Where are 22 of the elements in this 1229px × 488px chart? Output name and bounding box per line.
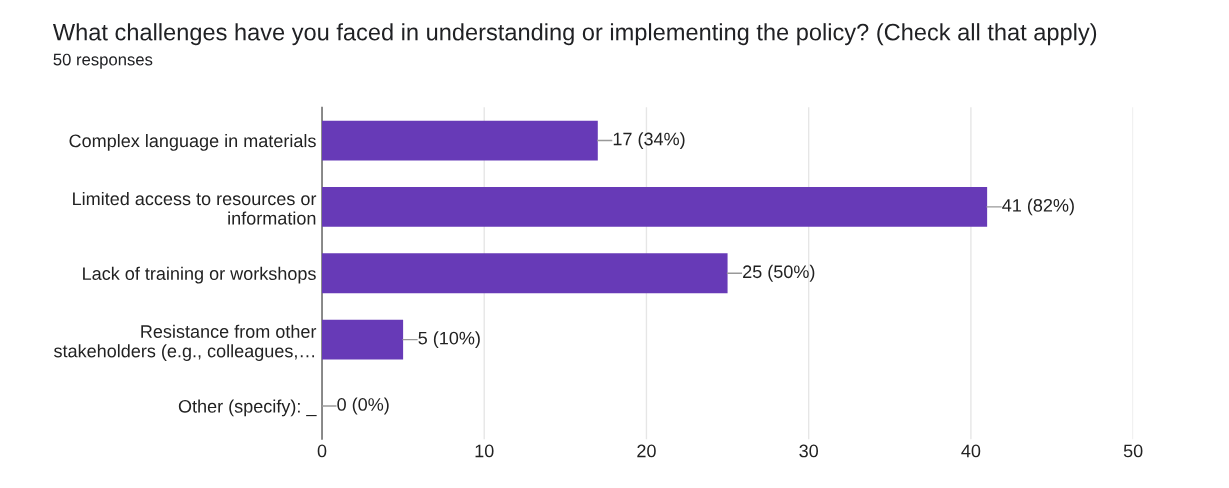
x-tick-label: 30 xyxy=(799,444,819,458)
x-tick-label: 50 xyxy=(1123,444,1143,458)
data-label: 25 (50%) xyxy=(743,264,815,282)
bar xyxy=(322,319,404,360)
x-tick-label: 10 xyxy=(475,444,494,458)
data-label: 0 (0%) xyxy=(337,397,389,415)
bar xyxy=(322,253,728,294)
y-tick-label: Complex language in materials xyxy=(69,134,316,151)
text: 50 responses xyxy=(53,53,153,69)
y-tick-label: Other (specify): _ xyxy=(178,399,317,417)
x-tick-label: 20 xyxy=(637,444,656,458)
x-tick-label: 40 xyxy=(961,444,981,458)
data-label: 17 (34%) xyxy=(613,132,685,149)
bar xyxy=(322,120,598,161)
y-tick-label: Limited access to resources or information xyxy=(73,191,317,225)
chart-title: What challenges have you faced in understanding or implementing the policy? (Check all that apply) xyxy=(52,23,1097,46)
data-label: 5 (10%) xyxy=(418,331,480,349)
bar xyxy=(322,187,988,227)
y-tick-label: Resistance from other stakeholders (e.g., colleagues,… xyxy=(54,324,317,361)
x-tick-label: 0 xyxy=(317,444,327,458)
y-tick-label: Lack of training or workshops xyxy=(83,266,316,284)
data-label: 41 (82%) xyxy=(1002,198,1074,216)
